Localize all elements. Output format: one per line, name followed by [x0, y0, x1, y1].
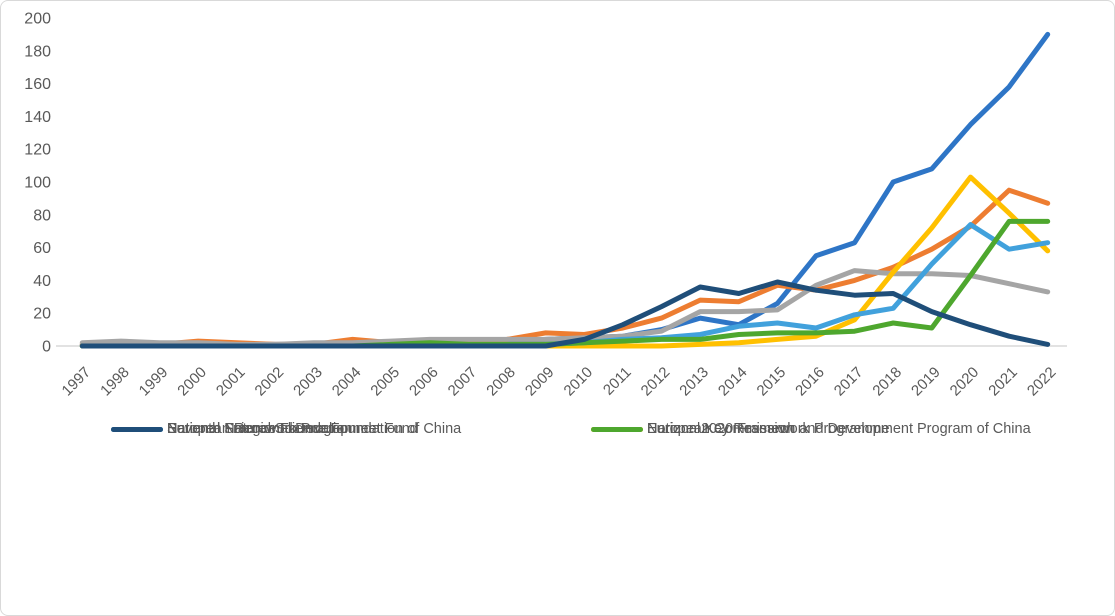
- legend-swatch-seventh-framework: [111, 426, 163, 432]
- x-tick-label: 2010: [561, 364, 597, 400]
- x-tick-label: 2012: [638, 364, 674, 400]
- x-tick-label: 2017: [831, 364, 867, 400]
- x-tick-label: 2020: [947, 364, 983, 400]
- legend-label-seventh-framework: Seventh Framework Programme: [167, 421, 377, 437]
- y-tick-label: 100: [24, 175, 51, 192]
- x-tick-label: 2002: [252, 364, 288, 400]
- x-tick-label: 2001: [213, 364, 249, 400]
- legend-item-seventh-framework: Seventh Framework Programme: [111, 421, 377, 437]
- y-tick-label: 0: [42, 339, 51, 356]
- x-tick-label: 2009: [522, 364, 558, 400]
- legend-label-horizon-2020: Horizon 2020 Framework Programme: [647, 421, 890, 437]
- y-tick-label: 80: [33, 207, 51, 224]
- chart-legend: National Natural Science Foundation of C…: [1, 421, 1114, 615]
- series-line-seventh-framework-programme: [79, 279, 1051, 349]
- legend-label-european-commission: European Commission: [647, 421, 794, 437]
- x-tick-label: 2004: [329, 364, 365, 400]
- x-tick-label: 2015: [754, 364, 790, 400]
- y-tick-label: 200: [24, 11, 51, 28]
- y-tick-label: 60: [33, 240, 51, 257]
- legend-label-nsf: National Science Foundation: [167, 421, 353, 437]
- y-tick-label: 160: [24, 76, 51, 93]
- legend-label-nnsfc: National Natural Science Foundation of C…: [167, 421, 462, 437]
- x-tick-label: 2000: [174, 364, 210, 400]
- x-tick-label: 1998: [97, 364, 133, 400]
- legend-label-erdf: European Regional Development Fund: [167, 421, 418, 437]
- x-tick-label: 2003: [290, 364, 326, 400]
- x-tick-label: 1997: [59, 364, 95, 400]
- legend-swatch-nkrdp: [591, 426, 643, 432]
- x-tick-label: 2007: [445, 364, 481, 400]
- x-tick-label: 2016: [792, 364, 828, 400]
- legend-label-nkrdp: National Key Research and Development Pr…: [647, 421, 1031, 437]
- y-tick-label: 140: [24, 109, 51, 126]
- y-tick-label: 120: [24, 142, 51, 159]
- series-line-european-commission: [79, 187, 1051, 347]
- series-line-national-key-research-and-development-program-of-china: [79, 218, 1051, 349]
- x-tick-label: 1999: [136, 364, 172, 400]
- x-tick-label: 2008: [483, 364, 519, 400]
- y-tick-label: 20: [33, 306, 51, 323]
- x-tick-label: 2013: [676, 364, 712, 400]
- x-tick-label: 2006: [406, 364, 442, 400]
- x-tick-label: 2019: [908, 364, 944, 400]
- y-tick-label: 40: [33, 273, 51, 290]
- legend-item-nkrdp: National Key Research and Development Pr…: [591, 421, 1031, 437]
- x-tick-label: 2018: [869, 364, 905, 400]
- x-tick-label: 2014: [715, 364, 751, 400]
- x-tick-label: 2011: [600, 364, 635, 399]
- y-tick-label: 180: [24, 43, 51, 60]
- series-line-horizon-2020-framework-programme: [79, 174, 1051, 349]
- series-line-european-regional-development-fund: [79, 222, 1051, 349]
- x-tick-label: 2005: [367, 364, 403, 400]
- x-tick-label: 2021: [985, 364, 1021, 400]
- x-tick-label: 2022: [1024, 364, 1060, 400]
